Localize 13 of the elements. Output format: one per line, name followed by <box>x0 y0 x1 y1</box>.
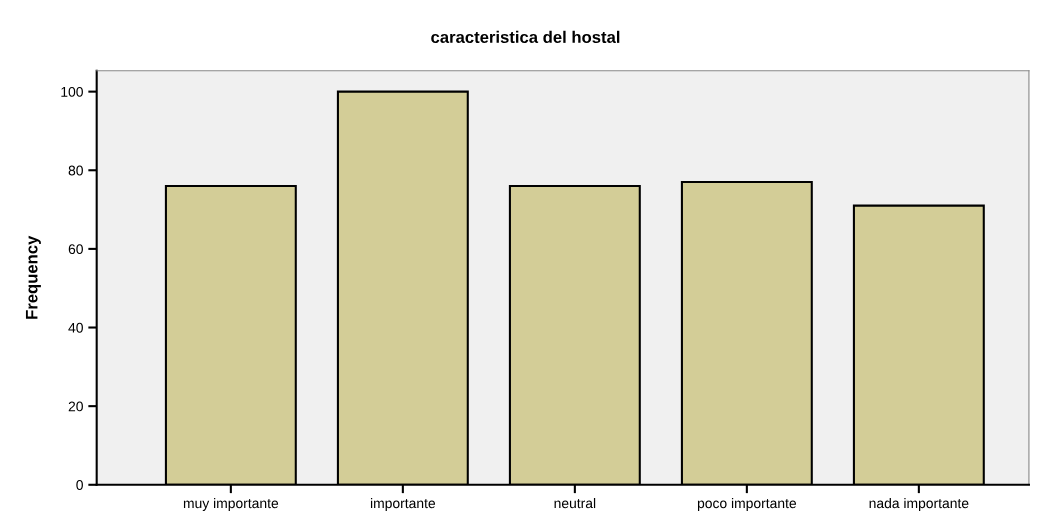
y-tick-label: 100 <box>61 86 83 97</box>
x-tick-label: poco importante <box>697 497 797 511</box>
chart-title: caracteristica del hostal <box>431 30 620 44</box>
x-tick-label: importante <box>370 497 436 511</box>
y-tick-label: 80 <box>68 165 83 176</box>
y-tick-label: 60 <box>68 244 83 255</box>
y-tick-label: 40 <box>68 322 83 333</box>
x-tick-label: nada importante <box>869 497 969 511</box>
y-tick-label: 20 <box>68 401 83 412</box>
x-tick-label: muy importante <box>183 497 279 511</box>
x-tick-label: neutral <box>554 497 596 509</box>
y-tick-label: 0 <box>76 480 83 490</box>
y-axis-title: Frequency <box>25 235 41 319</box>
